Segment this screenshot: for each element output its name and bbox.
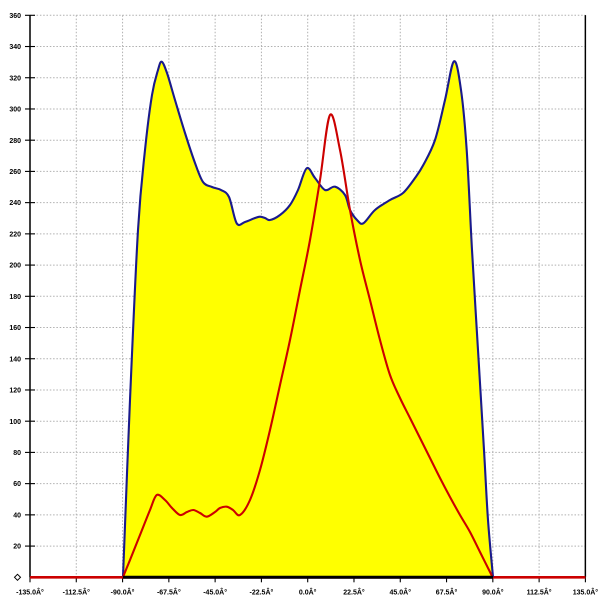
svg-text:22.5Â°: 22.5Â° xyxy=(343,587,365,596)
svg-text:280: 280 xyxy=(9,138,21,145)
svg-text:220: 220 xyxy=(9,231,21,238)
svg-text:-112.5Â°: -112.5Â° xyxy=(63,587,91,596)
svg-text:100: 100 xyxy=(9,419,21,426)
svg-text:160: 160 xyxy=(9,325,21,332)
svg-text:60: 60 xyxy=(13,481,21,488)
svg-text:260: 260 xyxy=(9,169,21,176)
svg-text:200: 200 xyxy=(9,263,21,270)
svg-text:45.0Â°: 45.0Â° xyxy=(390,587,412,596)
svg-text:-135.0Â°: -135.0Â° xyxy=(16,587,44,596)
svg-text:135.0Â°: 135.0Â° xyxy=(573,587,599,596)
svg-text:140: 140 xyxy=(9,356,21,363)
svg-text:320: 320 xyxy=(9,75,21,82)
svg-text:67.5Â°: 67.5Â° xyxy=(436,587,458,596)
svg-text:300: 300 xyxy=(9,107,21,114)
svg-text:112.5Â°: 112.5Â° xyxy=(527,587,552,596)
svg-text:20: 20 xyxy=(13,544,21,551)
svg-text:-22.5Â°: -22.5Â° xyxy=(250,587,274,596)
svg-text:120: 120 xyxy=(9,388,21,395)
svg-text:40: 40 xyxy=(13,512,21,519)
svg-text:0.0Â°: 0.0Â° xyxy=(299,587,317,596)
svg-text:-45.0Â°: -45.0Â° xyxy=(203,587,227,596)
svg-text:-67.5Â°: -67.5Â° xyxy=(157,587,181,596)
svg-text:360: 360 xyxy=(9,13,21,20)
svg-text:340: 340 xyxy=(9,44,21,51)
svg-text:240: 240 xyxy=(9,200,21,207)
svg-text:-90.0Â°: -90.0Â° xyxy=(111,587,135,596)
svg-text:90.0Â°: 90.0Â° xyxy=(482,587,504,596)
svg-text:180: 180 xyxy=(9,294,21,301)
svg-text:80: 80 xyxy=(13,450,21,457)
